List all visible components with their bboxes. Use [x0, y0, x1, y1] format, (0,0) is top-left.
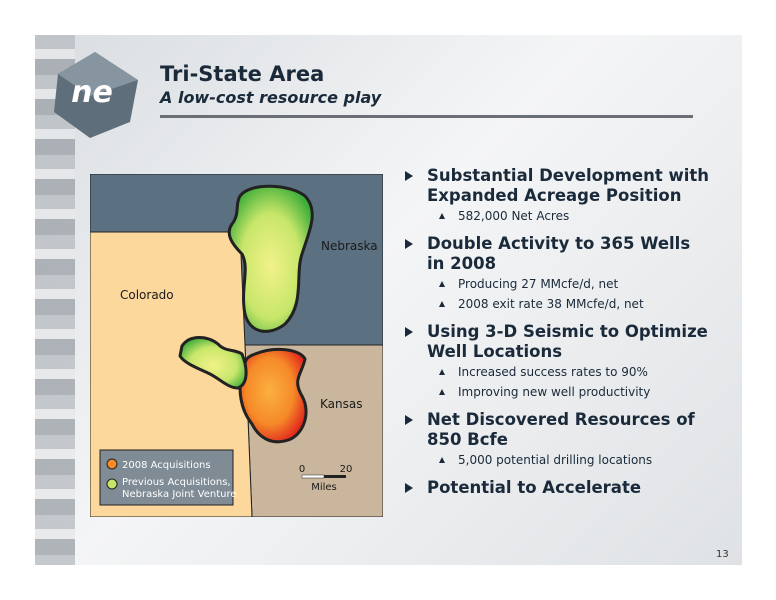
bullet-heading: Double Activity to 365 Wells in 2008 [403, 234, 733, 274]
heading-line: 850 Bcfe [427, 430, 508, 449]
title: Tri-State Area [160, 62, 325, 86]
heading-line: Substantial Development with [427, 166, 710, 185]
heading-line: Well Locations [427, 342, 563, 361]
legend-label: Previous Acquisitions, [122, 477, 231, 488]
logo-text: ne [71, 75, 113, 110]
bullet-list: Substantial Development with Expanded Acr… [403, 166, 733, 506]
heading-line: Double Activity to 365 Wells [427, 234, 691, 253]
map: Colorado Nebraska Kansas 2008 Acquisitio… [90, 174, 383, 517]
sub-bullet: Improving new well productivity [403, 382, 733, 402]
bullet: Substantial Development with Expanded Acr… [403, 166, 733, 226]
heading-line: in 2008 [427, 254, 497, 273]
state-label: Nebraska [321, 239, 378, 253]
sub-bullet: Increased success rates to 90% [403, 362, 733, 382]
scale-unit: Miles [311, 482, 337, 493]
page-number: 13 [716, 549, 729, 560]
bullet: Net Discovered Resources of 850 Bcfe 5,000… [403, 410, 733, 470]
bullet-heading: Potential to Accelerate [403, 478, 733, 498]
bullet-heading: Substantial Development with Expanded Acr… [403, 166, 733, 206]
bullet-heading: Net Discovered Resources of 850 Bcfe [403, 410, 733, 450]
state-label: Colorado [120, 288, 174, 302]
rule [160, 115, 693, 118]
sub-bullet: 5,000 potential drilling locations [403, 450, 733, 470]
bullet-heading: Using 3-D Seismic to Optimize Well Locati… [403, 322, 733, 362]
sub-bullet: 2008 exit rate 38 MMcfe/d, net [403, 294, 733, 314]
cube-strip [35, 35, 75, 565]
bullet: Potential to Accelerate [403, 478, 733, 498]
scale-label: 20 [340, 464, 353, 475]
legend-label: 2008 Acquisitions [122, 460, 211, 471]
heading-line: Potential to Accelerate [427, 478, 642, 497]
logo: ne [54, 52, 138, 138]
sub-bullet: 582,000 Net Acres [403, 206, 733, 226]
heading-line: Expanded Acreage Position [427, 186, 682, 205]
heading-line: Net Discovered Resources of [427, 410, 695, 429]
bullet: Using 3-D Seismic to Optimize Well Locati… [403, 322, 733, 402]
legend-label: Nebraska Joint Venture [122, 489, 237, 500]
subtitle: A low-cost resource play [160, 88, 382, 107]
scale-label: 0 [299, 464, 305, 475]
sub-bullet: Producing 27 MMcfe/d, net [403, 274, 733, 294]
state-label: Kansas [320, 397, 362, 411]
bullet: Double Activity to 365 Wells in 2008 Produ… [403, 234, 733, 314]
heading-line: Using 3-D Seismic to Optimize [427, 322, 708, 341]
